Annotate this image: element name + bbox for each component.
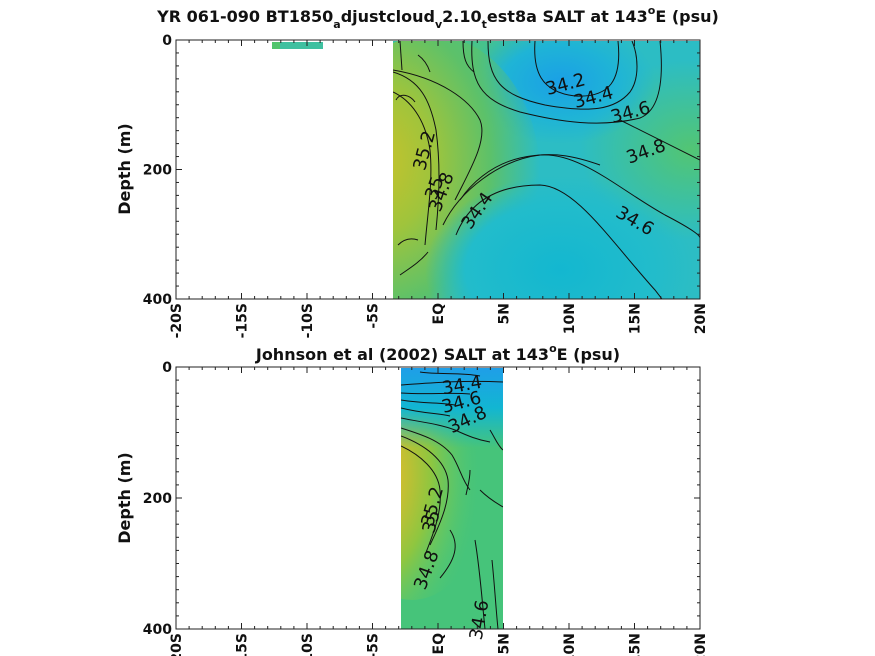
bottom-y-tick-label: 200: [143, 491, 172, 507]
top-y-tick-label: 0: [162, 33, 172, 49]
top-x-tick-label: 10N: [562, 303, 578, 334]
bottom-y-tick-label: 400: [143, 622, 172, 638]
bottom-x-tick-label: -20S: [169, 633, 185, 656]
top-x-tick-label: 15N: [628, 303, 644, 334]
top-x-tick-label: 20N: [693, 303, 709, 334]
bottom-x-tick-label: 15N: [628, 633, 644, 656]
bottom-y-axis-label: Depth (m): [115, 452, 134, 544]
top-x-tick-label: -10S: [300, 303, 316, 338]
bottom-y-tick-label: 0: [162, 360, 172, 376]
top-x-tick-label: -20S: [169, 303, 185, 338]
top-x-tick-label: -5S: [366, 303, 382, 329]
bottom-chart-title: Johnson et al (2002) SALT at 143oE (psu): [255, 342, 620, 364]
bottom-x-tick-label: -5S: [366, 633, 382, 656]
top-surface-patch: [272, 42, 323, 49]
top-y-tick-label: 400: [143, 292, 172, 308]
bottom-x-tick-label: 20N: [693, 633, 709, 656]
bottom-y-ticks: 0 200 400: [143, 360, 700, 638]
bottom-x-tick-label: 5N: [497, 633, 513, 654]
top-x-tick-label: EQ: [431, 303, 447, 325]
bottom-contour-lines: [401, 371, 503, 629]
bottom-x-tick-label: 10N: [562, 633, 578, 656]
top-y-axis-label: Depth (m): [115, 123, 134, 215]
bottom-x-tick-label: -10S: [300, 633, 316, 656]
top-chart-title: YR 061-090 BT1850adjustcloudv2.10test8a …: [156, 4, 719, 31]
bottom-x-ticks: -20S -15S -10S -5S EQ 5N 10N 15N 20N: [169, 367, 709, 656]
top-x-ticks: -20S -15S -10S -5S EQ 5N 10N 15N 20N: [169, 40, 709, 338]
top-contour-lines: [393, 41, 700, 299]
top-salinity-field: [393, 41, 700, 299]
bottom-x-tick-label: -15S: [235, 633, 251, 656]
top-x-tick-label: -15S: [235, 303, 251, 338]
bottom-x-tick-label: EQ: [431, 633, 447, 655]
top-x-tick-label: 5N: [497, 303, 513, 324]
top-y-tick-label: 200: [143, 163, 172, 179]
top-y-ticks: 0 200 400: [143, 33, 700, 308]
